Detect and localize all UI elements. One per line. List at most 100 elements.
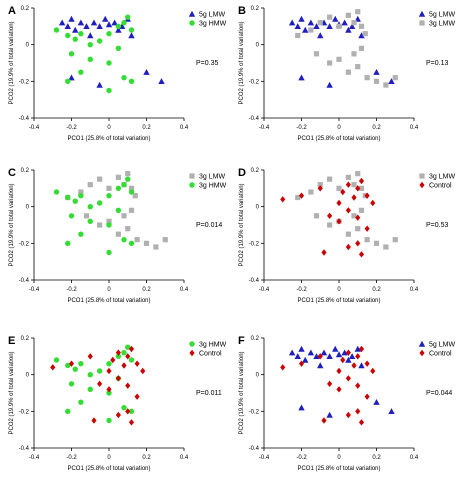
data-point (128, 32, 135, 39)
data-point (128, 189, 135, 195)
data-point (351, 51, 357, 57)
x-tick-label: 0.2 (142, 125, 151, 131)
data-point (96, 38, 103, 44)
data-point (355, 353, 361, 360)
legend-marker (418, 340, 426, 347)
data-point (358, 362, 365, 369)
data-point (72, 26, 79, 33)
data-point (320, 349, 328, 356)
data-point (87, 32, 94, 39)
legend-marker (419, 349, 425, 357)
data-point (351, 182, 357, 188)
series-3g-lmw (65, 171, 168, 250)
y-axis-label: PCO2 (19.9% of total variation) (239, 183, 245, 266)
x-tick-label: -0.2 (296, 455, 307, 461)
series-control (280, 177, 376, 258)
data-point (106, 218, 112, 224)
legend-entry: 3g HMW (189, 182, 227, 190)
data-point (345, 207, 351, 214)
data-point (364, 225, 370, 232)
x-tick-label: -0.2 (66, 455, 77, 461)
data-point (106, 192, 112, 199)
data-point (332, 345, 339, 352)
data-point (383, 244, 389, 250)
data-point (90, 19, 98, 26)
series-5g-lmw (288, 345, 395, 418)
data-point (78, 30, 84, 37)
data-point (345, 12, 351, 18)
y-tick-label: 0.2 (21, 168, 30, 174)
data-point (341, 349, 348, 356)
data-point (121, 362, 127, 369)
series-3g-hmw (53, 176, 135, 256)
data-point (121, 404, 127, 411)
data-point (370, 367, 376, 375)
data-point (121, 19, 127, 26)
data-point (317, 32, 324, 39)
data-point (392, 237, 398, 243)
data-point (358, 45, 365, 51)
data-point (115, 375, 121, 382)
data-point (335, 351, 343, 358)
data-point (355, 171, 361, 177)
data-point (326, 23, 333, 30)
data-point (106, 185, 112, 191)
data-point (345, 411, 351, 419)
series-5g-lmw (58, 15, 165, 88)
panel-a: -0.4 -0.2 0 0.2 0.4 -0.4 -0.2 0 0.2 PCO1 (25.8% o… (8, 5, 227, 142)
legend-entry: 5g LMW (418, 340, 455, 349)
data-point (68, 74, 75, 81)
y-tick-label: 0 (256, 373, 260, 379)
data-point (348, 23, 356, 30)
data-point (132, 193, 138, 199)
data-point (106, 249, 112, 256)
data-point (336, 23, 342, 29)
data-point (125, 14, 131, 20)
data-point (125, 353, 131, 360)
data-point (355, 185, 361, 192)
x-tick-label: 0.4 (410, 287, 419, 293)
data-point (298, 15, 305, 22)
data-point (87, 182, 93, 188)
x-tick-label: 0.4 (410, 125, 419, 131)
x-tick-label: -0.2 (296, 125, 307, 131)
y-tick-label: 0 (26, 373, 30, 379)
data-point (106, 87, 112, 94)
data-point (128, 78, 135, 85)
legend-entry: Control (419, 349, 452, 358)
data-point (358, 345, 365, 353)
data-point (110, 356, 116, 364)
data-point (345, 69, 351, 75)
data-point (72, 366, 78, 372)
data-point (121, 236, 127, 243)
x-tick-label: 0.4 (180, 125, 189, 131)
data-point (345, 231, 351, 237)
data-point (345, 243, 351, 251)
data-point (332, 15, 339, 22)
x-tick-label: 0.2 (372, 125, 381, 131)
data-point (354, 345, 361, 352)
y-tick-label: -0.4 (19, 278, 30, 284)
y-tick-label: -0.2 (19, 409, 30, 415)
data-point (362, 31, 368, 37)
data-point (78, 231, 84, 237)
data-point (143, 68, 150, 75)
data-point (355, 214, 361, 221)
legend-label: 5g LMW (429, 12, 455, 19)
data-point (68, 15, 75, 22)
x-tick-label: 0 (337, 125, 341, 131)
p-value-annotation: P=0.53 (426, 222, 448, 229)
panel-letter: D (238, 167, 246, 179)
x-tick-label: 0.4 (180, 455, 189, 461)
p-value-annotation: P=0.13 (426, 60, 448, 67)
y-axis-label: PCO2 (19.9% of total variation) (239, 351, 245, 434)
data-point (106, 417, 112, 424)
y-tick-label: 0.2 (251, 336, 260, 342)
data-point (128, 207, 135, 213)
p-value-annotation: P=0.35 (196, 60, 218, 67)
legend-label: Control (199, 351, 222, 358)
x-tick-label: -0.2 (66, 287, 77, 293)
data-point (336, 199, 342, 207)
x-tick-label: -0.2 (296, 287, 307, 293)
data-point (373, 68, 380, 75)
